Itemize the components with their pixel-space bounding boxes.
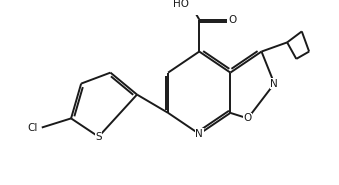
Text: S: S: [95, 132, 102, 142]
Text: Cl: Cl: [28, 122, 38, 132]
Text: N: N: [195, 129, 203, 139]
Text: O: O: [244, 113, 252, 123]
Text: N: N: [271, 79, 278, 89]
Text: O: O: [228, 14, 236, 24]
Text: HO: HO: [173, 0, 189, 9]
